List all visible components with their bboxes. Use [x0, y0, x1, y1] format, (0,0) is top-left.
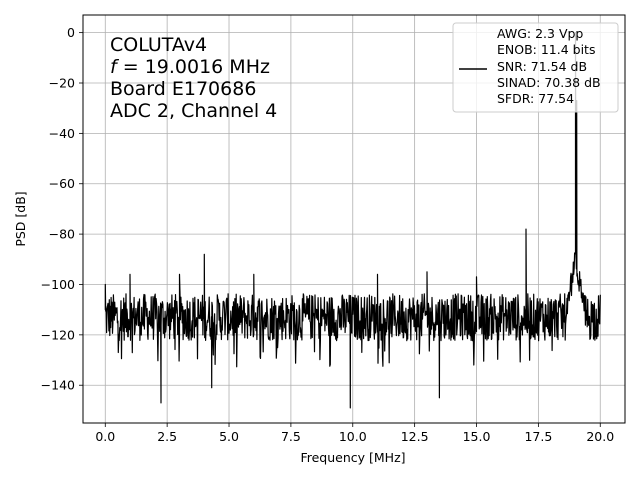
y-tick-label: −40 — [49, 126, 75, 141]
psd-line — [104, 32, 601, 409]
y-tick-label: −60 — [49, 176, 75, 191]
y-tick-label: −120 — [41, 327, 75, 342]
y-tick-label: −140 — [41, 378, 75, 393]
x-tick-label: 17.5 — [524, 429, 552, 444]
annotation-line-channel: ADC 2, Channel 4 — [110, 100, 277, 122]
legend-entry-enob: ENOB: 11.4 bits — [497, 42, 595, 57]
y-axis-label: PSD [dB] — [13, 191, 28, 246]
grid-lines — [83, 15, 625, 423]
x-tick-label: 5.0 — [219, 429, 239, 444]
annotation-line-frequency: f = 19.0016 MHz — [110, 56, 270, 78]
x-axis-ticks: 0.0 2.5 5.0 7.5 10.0 12.5 15.0 17.5 20.0 — [95, 423, 614, 444]
y-tick-label: −20 — [49, 76, 75, 91]
annotation-line-chip: COLUTAv4 — [110, 34, 207, 56]
legend-box — [452, 22, 619, 113]
legend-entry-awg: AWG: 2.3 Vpp — [497, 26, 583, 41]
legend-entry-snr: SNR: 71.54 dB — [497, 59, 587, 74]
x-tick-label: 10.0 — [339, 429, 367, 444]
psd-trace — [104, 32, 601, 409]
y-tick-label: −100 — [41, 277, 75, 292]
y-axis-ticks: 0 −20 −40 −60 −80 −100 −120 −140 — [41, 25, 83, 393]
annotation-block: COLUTAv4 f = 19.0016 MHz Board E170686 A… — [110, 34, 277, 122]
legend-entry-sinad: SINAD: 70.38 dB — [497, 75, 601, 90]
plot-frame — [82, 14, 626, 424]
x-tick-label: 15.0 — [463, 429, 491, 444]
x-tick-label: 2.5 — [157, 429, 177, 444]
x-tick-label: 7.5 — [281, 429, 301, 444]
x-tick-label: 12.5 — [401, 429, 429, 444]
y-tick-label: 0 — [67, 25, 75, 40]
x-tick-label: 0.0 — [95, 429, 115, 444]
legend: AWG: 2.3 Vpp ENOB: 11.4 bits SNR: 71.54 … — [452, 22, 619, 113]
legend-entry-sfdr: SFDR: 77.54 — [497, 91, 574, 106]
x-axis-label: Frequency [MHz] — [300, 450, 405, 465]
annotation-line-board: Board E170686 — [110, 78, 256, 100]
x-tick-label: 20.0 — [586, 429, 614, 444]
y-tick-label: −80 — [49, 227, 75, 242]
